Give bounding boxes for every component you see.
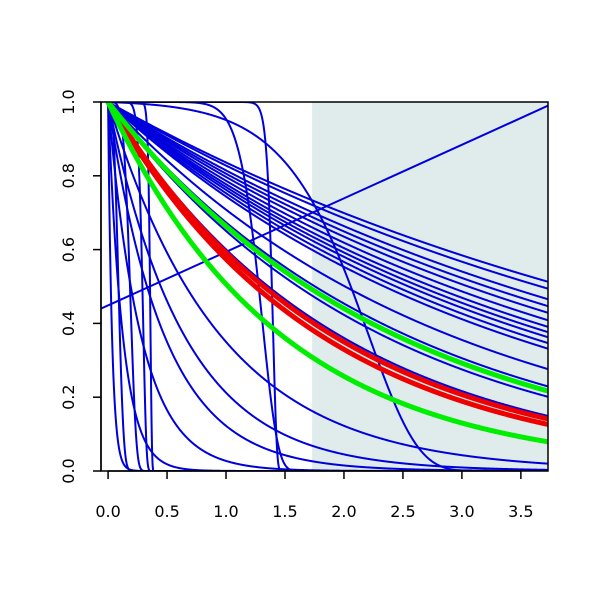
x-tick-label: 1.5 [272,502,297,521]
y-axis: 0.0 0.2 0.4 0.6 0.8 1.0 [59,89,102,484]
series-line-12 [107,102,548,371]
series-line-17 [107,102,548,471]
series-line-30 [105,102,548,422]
series-line-2 [107,102,548,290]
series-line-20 [107,102,548,471]
x-tick-label: 2.0 [331,502,356,521]
x-axis: 0.0 0.5 1.0 1.5 2.0 2.5 3.0 3.5 [95,470,534,521]
y-tick-label: 0.4 [59,311,78,336]
series-line-14 [107,102,548,398]
x-tick-label: 1.0 [213,502,238,521]
y-tick-label: 1.0 [59,89,78,114]
y-tick-label: 0.6 [59,237,78,262]
series-line-5 [107,102,548,314]
x-tick-label: 3.0 [449,502,474,521]
x-tick-label: 3.5 [508,502,533,521]
series-line-1 [107,102,548,283]
series-line-8 [107,102,548,334]
x-tick-label: 0.0 [95,502,120,521]
series-line-32 [105,102,548,394]
series-line-31 [105,102,548,427]
series-line-3 [107,102,548,301]
series-line-9 [107,102,548,339]
series-line-29 [101,104,548,310]
y-tick-label: 0.2 [59,384,78,409]
x-tick-label: 0.5 [154,502,179,521]
series-line-6 [107,102,548,322]
series-line-4 [107,102,548,308]
y-tick-label: 0.8 [59,163,78,188]
series-line-33 [105,102,548,445]
x-tick-label: 2.5 [390,502,415,521]
y-tick-label: 0.0 [59,458,78,483]
series-line-10 [107,102,548,345]
series-line-11 [107,102,548,350]
series-line-16 [107,102,548,465]
series-line-7 [107,102,548,328]
